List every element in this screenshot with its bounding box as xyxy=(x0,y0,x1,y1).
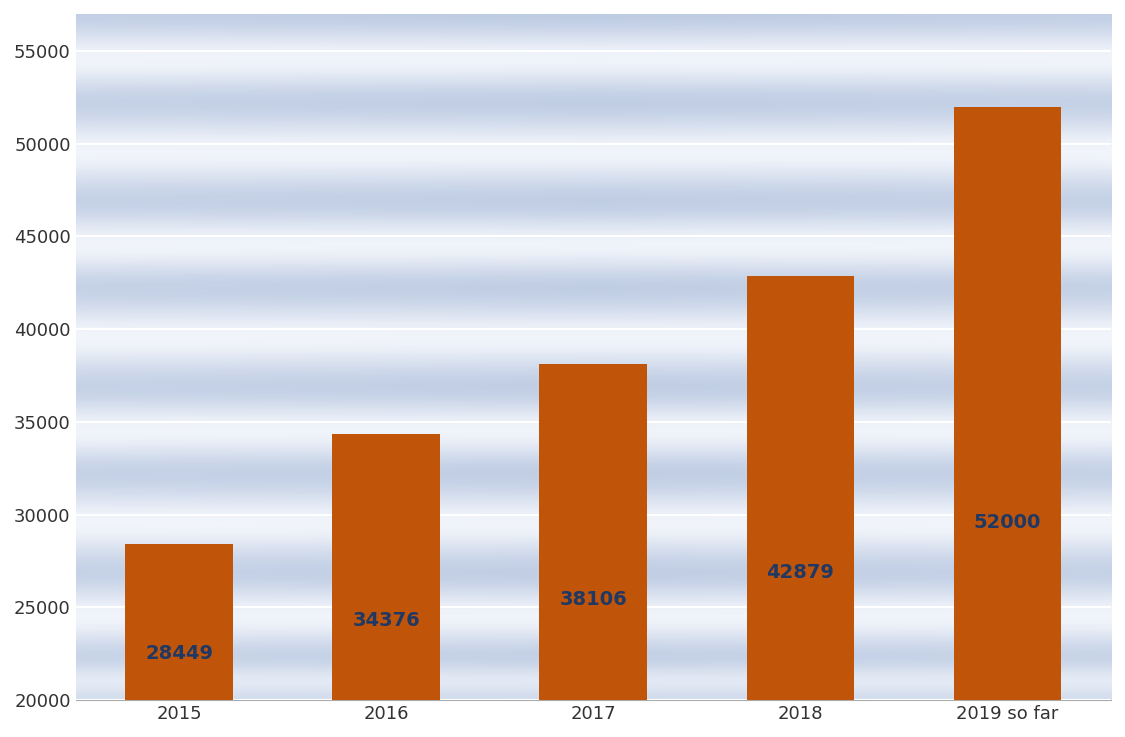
Text: 52000: 52000 xyxy=(974,513,1042,531)
Bar xyxy=(954,107,1061,737)
Bar xyxy=(332,433,440,737)
Text: 34376: 34376 xyxy=(352,611,420,629)
Text: 42879: 42879 xyxy=(766,563,835,582)
Bar xyxy=(747,276,854,737)
Text: 28449: 28449 xyxy=(145,643,213,663)
Text: 38106: 38106 xyxy=(559,590,627,609)
Bar xyxy=(540,364,647,737)
Bar xyxy=(125,543,233,737)
